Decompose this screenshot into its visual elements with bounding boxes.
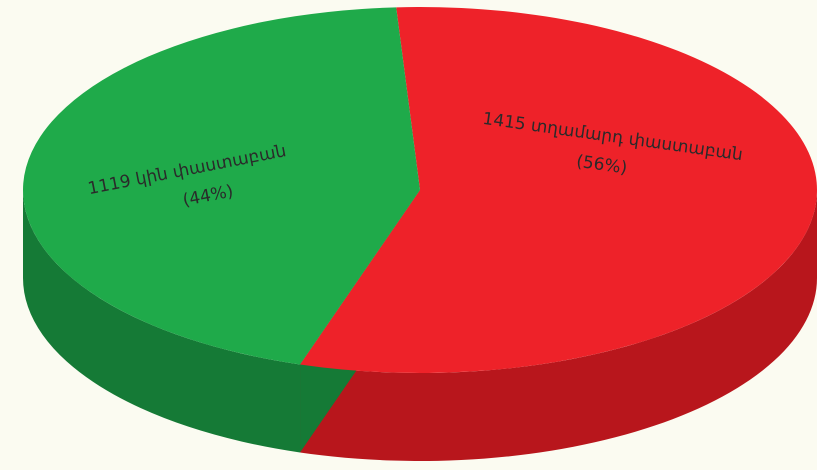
pie-tops (23, 7, 817, 373)
slice-side-0 (23, 190, 301, 453)
slice-top-0 (23, 7, 420, 365)
slice-side-1 (300, 190, 817, 462)
slice-top-1 (300, 7, 817, 373)
